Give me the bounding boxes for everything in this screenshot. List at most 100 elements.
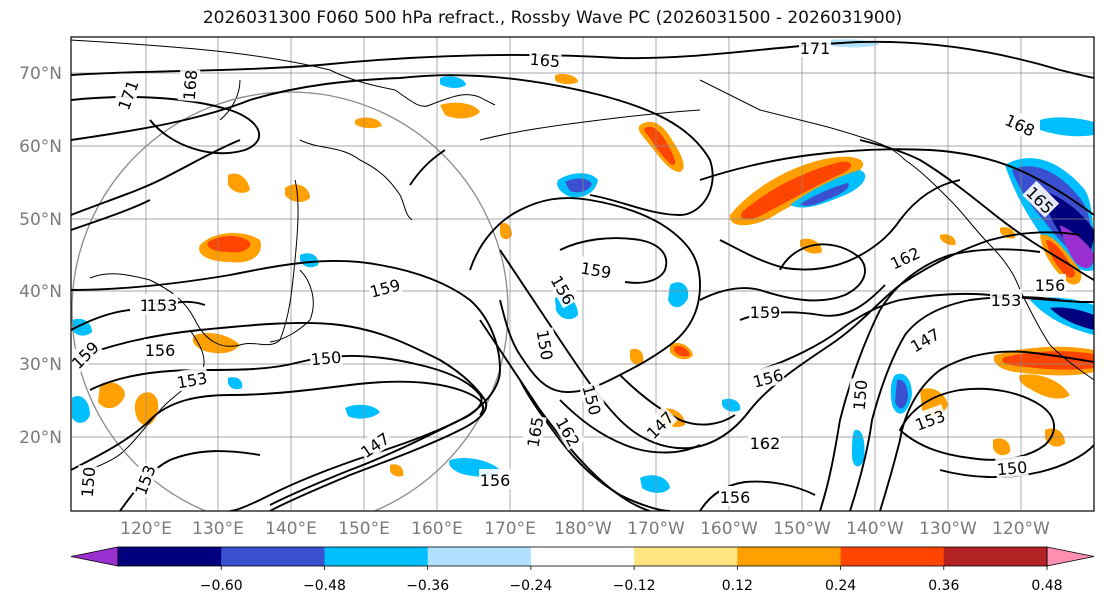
anomaly-patch — [72, 395, 90, 423]
contour-label: 165 — [529, 50, 561, 72]
contour-label-bg — [547, 270, 581, 309]
contour-label-bg — [1022, 180, 1060, 218]
anomaly-patch — [1060, 225, 1094, 269]
contour-label-bg — [911, 404, 949, 434]
contour-label-bg — [578, 256, 614, 282]
contour-label-group: 150 — [75, 465, 100, 499]
colorbar-segment — [943, 547, 1048, 566]
contour-label-group: 150 — [995, 455, 1029, 480]
latitude-label: 30°N — [19, 355, 62, 375]
contour-label: 159 — [750, 303, 781, 322]
contour-label-bg — [749, 432, 781, 452]
latitude-label: 20°N — [19, 428, 62, 448]
contour-label-bg — [309, 345, 343, 369]
contour-label-bg — [479, 469, 511, 489]
colorbar-segment — [118, 547, 222, 566]
contour-label: 156 — [480, 471, 511, 490]
contour-label-bg — [552, 412, 586, 451]
contour-label-group: 153 — [990, 289, 1022, 310]
contour-label-group: 165 — [528, 47, 562, 72]
contour-label-bg — [75, 465, 99, 499]
contour-label-bg — [146, 294, 178, 314]
contour-label-bg — [905, 322, 944, 356]
longitude-label: 180°W — [554, 519, 612, 539]
contour-label-group: 162 — [749, 432, 781, 453]
anomaly-patch — [440, 76, 466, 88]
colorbar-segment — [634, 547, 738, 566]
reference-circle — [71, 91, 509, 511]
longitude-label: 160°E — [411, 519, 463, 539]
colorbar-segment — [530, 547, 635, 566]
contour-label: 150 — [310, 348, 342, 370]
anomaly-patch — [555, 73, 578, 85]
contour-label: 156 — [145, 341, 176, 360]
colorbar-tick-label: −0.12 — [613, 578, 656, 594]
colorbar-tick-label: 0.36 — [928, 578, 959, 594]
figure-title: 2026031300 F060 500 hPa refract., Rossby… — [202, 8, 903, 28]
longitude-label: 140°E — [265, 519, 317, 539]
anomaly-patch — [345, 404, 380, 419]
anomaly-patch — [722, 398, 741, 412]
colorbar-tick-label: −0.48 — [303, 578, 346, 594]
colorbar-tick-label: −0.60 — [200, 578, 243, 594]
colorbar-segment — [840, 547, 945, 566]
latitude-axis: 70°N 60°N 50°N 40°N 30°N 20°N — [19, 64, 62, 448]
contour-label-group: 165 — [521, 414, 548, 450]
contour-label-bg — [1034, 274, 1066, 294]
contour-label-group: 168 — [1001, 108, 1040, 141]
anomaly-patch — [300, 253, 319, 268]
longitude-label: 130°W — [919, 519, 977, 539]
contour-label-bg — [799, 37, 831, 57]
longitude-label: 150°W — [773, 519, 831, 539]
contour-label-bg — [719, 486, 751, 506]
contour-label-bg — [749, 363, 786, 391]
contour-label: 156 — [1035, 276, 1066, 295]
colorbar-extend-left — [70, 546, 119, 567]
contour-label-group: 150 — [532, 327, 559, 363]
anomaly-patch — [993, 438, 1011, 456]
longitude-label: 140°W — [846, 519, 904, 539]
contour-label: 153 — [147, 296, 178, 315]
anomaly-patch — [630, 348, 644, 365]
longitude-axis: 120°E 130°E 140°E 150°E 160°E 170°E 180°W 170°W… — [120, 519, 1050, 539]
contour-label: 150 — [78, 466, 100, 498]
latitude-label: 40°N — [19, 282, 62, 302]
colorbar-extend-right — [1046, 546, 1095, 567]
contour-label: 156 — [720, 488, 751, 507]
contour-label-bg — [749, 301, 781, 321]
colorbar: −0.60 −0.48 −0.36 −0.24 −0.12 0.12 0.24 0.36 0.4… — [70, 546, 1095, 594]
anomaly-patch — [228, 173, 250, 193]
contour-label-bg — [71, 335, 103, 373]
contour-label-group: 171 — [799, 37, 831, 58]
anomaly-patch — [790, 170, 866, 208]
contour-label: 171 — [800, 39, 831, 58]
anomaly-patch — [741, 161, 852, 220]
colorbar-tick-label: 0.24 — [825, 578, 856, 594]
anomaly-patch — [895, 379, 908, 409]
anomaly-patch — [674, 345, 690, 357]
contour-label-bg — [112, 76, 142, 114]
longitude-label: 170°W — [627, 519, 685, 539]
colorbar-outline — [117, 546, 1048, 567]
coastlines — [71, 39, 1094, 471]
contour-label-bg — [528, 47, 562, 71]
contour-label-bg — [174, 366, 210, 392]
longitude-label: 160°W — [700, 519, 758, 539]
colorbar-tick-label: 0.48 — [1031, 578, 1062, 594]
anomaly-patch — [355, 117, 382, 129]
contour-label-bg — [355, 426, 394, 462]
latitude-label: 70°N — [19, 64, 62, 84]
contour-label-group: 150 — [847, 378, 871, 412]
contour-label-bg — [579, 381, 607, 418]
longitude-label: 150°E — [338, 519, 390, 539]
anomaly-patch — [668, 282, 689, 308]
anomaly-patch — [640, 475, 670, 493]
contour-label-bg — [640, 405, 678, 443]
contour-label-group: 150 — [309, 345, 343, 370]
contour-label: 150 — [996, 458, 1028, 480]
contour-label-group: 153 — [174, 366, 210, 393]
anomaly-patch — [1002, 351, 1094, 370]
colorbar-segment — [324, 547, 429, 566]
anomaly-patch — [1019, 374, 1070, 399]
